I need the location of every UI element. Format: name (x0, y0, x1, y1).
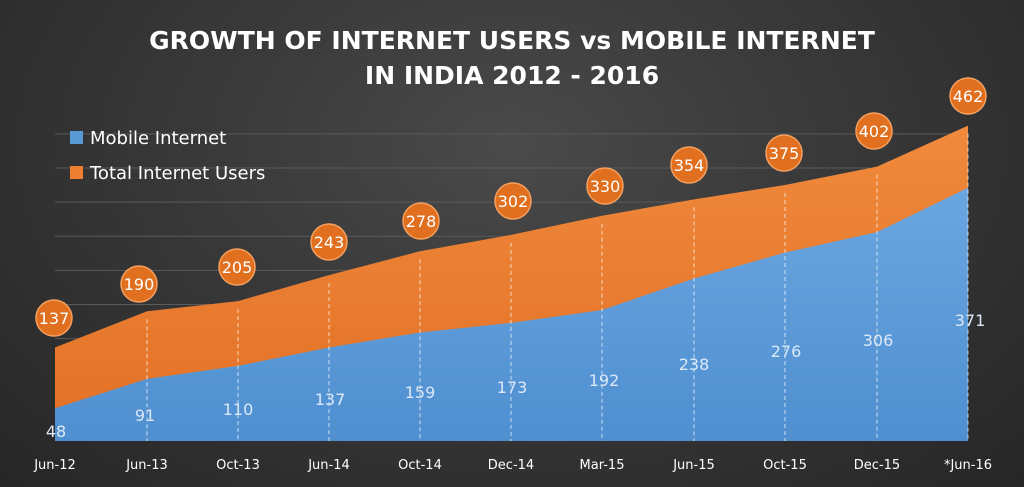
x-tick-label: Dec-14 (488, 458, 534, 473)
total-internet-users-data-label: 330 (590, 177, 621, 196)
total-internet-users-data-label: 137 (39, 309, 70, 328)
x-tick-label: Mar-15 (580, 458, 625, 473)
total-internet-users-data-labels: 137 190 205 243 278 302 330 354 375 402 462 (35, 77, 987, 337)
x-tick-label: Oct-15 (763, 458, 807, 473)
mobile-internet-data-label: 48 (46, 422, 66, 441)
legend-swatch-mobile-internet (70, 131, 83, 144)
mobile-internet-data-label: 238 (679, 355, 710, 374)
mobile-internet-data-label: 192 (589, 371, 620, 390)
x-tick-label: Oct-14 (398, 458, 442, 473)
total-internet-users-data-label: 402 (859, 122, 890, 141)
legend-label-total-internet-users: Total Internet Users (89, 163, 265, 184)
legend: Mobile Internet Total Internet Users (70, 128, 265, 184)
total-internet-users-data-label: 302 (498, 192, 529, 211)
total-internet-users-data-label: 190 (124, 275, 155, 294)
mobile-internet-data-label: 137 (315, 390, 346, 409)
x-axis-tick-labels: Jun-12 Jun-13 Oct-13 Jun-14 Oct-14 Dec-14 Mar-… (33, 458, 992, 473)
x-tick-label: Jun-14 (307, 458, 350, 473)
chart-title-line1: GROWTH OF INTERNET USERS vs MOBILE INTER… (149, 26, 875, 55)
total-internet-users-data-label: 243 (314, 233, 345, 252)
total-internet-users-bubble (310, 223, 348, 261)
mobile-internet-data-label: 159 (405, 383, 436, 402)
x-tick-label: *Jun-16 (944, 458, 992, 473)
total-internet-users-bubble (855, 112, 893, 150)
total-internet-users-data-label: 354 (674, 156, 705, 175)
chart-title-line2: IN INDIA 2012 - 2016 (365, 61, 659, 90)
total-internet-users-data-label: 278 (406, 212, 437, 231)
total-internet-users-bubble (218, 248, 256, 286)
total-internet-users-bubble (494, 182, 532, 220)
total-internet-users-bubble (402, 202, 440, 240)
mobile-internet-data-labels: 48 91 110 137 159 173 192 238 276 306 371 (46, 311, 985, 441)
x-tick-label: Jun-13 (125, 458, 168, 473)
total-internet-users-data-label: 462 (953, 87, 984, 106)
total-internet-users-bubble (670, 146, 708, 184)
total-internet-users-bubble (949, 77, 987, 115)
mobile-internet-data-label: 91 (135, 406, 155, 425)
mobile-internet-data-label: 371 (955, 311, 986, 330)
x-tick-label: Jun-12 (33, 458, 76, 473)
legend-label-mobile-internet: Mobile Internet (90, 128, 226, 149)
mobile-internet-data-label: 110 (223, 400, 254, 419)
x-tick-label: Dec-15 (854, 458, 900, 473)
x-tick-label: Jun-15 (672, 458, 715, 473)
mobile-internet-data-label: 306 (863, 331, 894, 350)
mobile-internet-data-label: 276 (771, 342, 802, 361)
legend-swatch-total-internet-users (70, 166, 83, 179)
mobile-internet-area (55, 187, 968, 441)
total-internet-users-bubble (120, 265, 158, 303)
total-internet-users-bubble (35, 299, 73, 337)
category-dashed-lines (146, 133, 969, 441)
mobile-internet-area-path (55, 187, 968, 441)
mobile-internet-data-label: 173 (497, 378, 528, 397)
total-internet-users-data-label: 375 (769, 144, 800, 163)
total-internet-users-bubble (586, 167, 624, 205)
total-internet-users-bubble (765, 134, 803, 172)
total-internet-users-data-label: 205 (222, 258, 253, 277)
x-tick-label: Oct-13 (216, 458, 260, 473)
